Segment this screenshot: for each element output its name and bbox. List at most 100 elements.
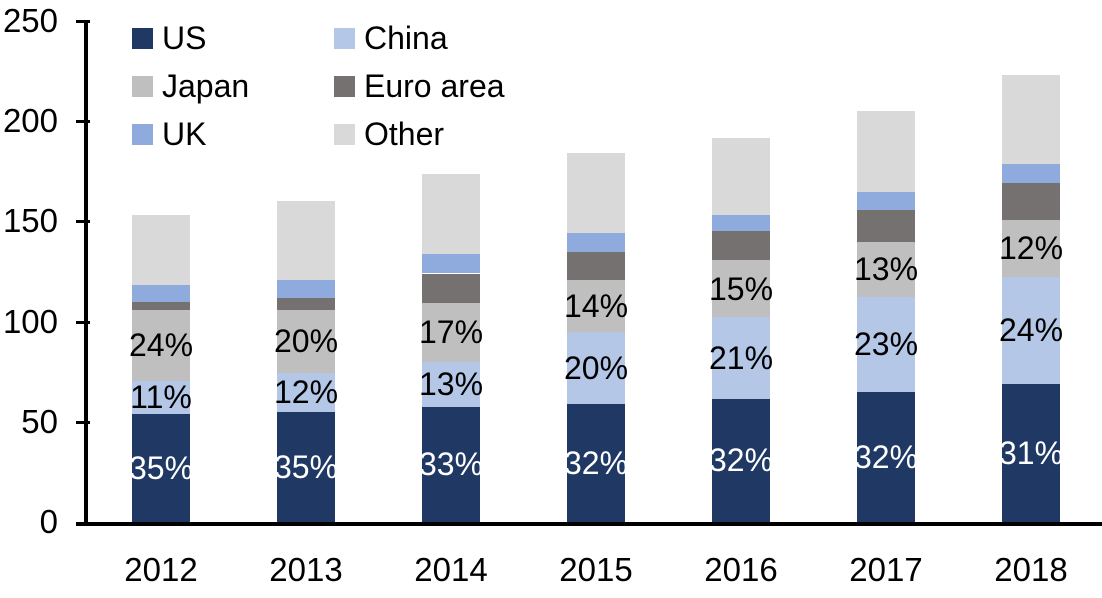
bar-segment-label-japan: 13% [853,251,919,288]
bar-segment-china [857,296,915,392]
bar-segment-uk [712,215,770,232]
x-axis-line [76,522,1102,526]
bar-segment-uk [567,233,625,253]
legend-item-us: US [132,22,334,55]
bar-segment-other [712,138,770,216]
bar-segment-uk [132,284,190,302]
bar-segment-us [712,398,770,522]
x-tick-label-2014: 2014 [414,551,488,588]
legend-label-uk: UK [162,116,207,152]
bar-segment-label-china: 23% [853,326,919,363]
bar-segment-euro-area [857,210,915,243]
bar-segment-china [567,331,625,404]
legend-label-other: Other [364,116,445,152]
bar-segment-japan [712,260,770,317]
bar-segment-label-china: 11% [130,379,192,416]
bar-segment-label-china: 21% [708,339,774,376]
legend-swatch-other-icon [334,124,355,145]
bar-segment-euro-area [712,231,770,261]
bar-segment-japan [1002,220,1060,277]
legend-item-uk: UK [132,118,334,151]
bar-segment-other [277,201,335,280]
bar-segment-euro-area [277,297,335,310]
bar-segment-label-japan: 12% [998,230,1064,267]
bar-segment-us [857,391,915,522]
bar-segment-us [567,403,625,522]
bar-segment-label-us: 31% [998,434,1064,471]
legend-item-other: Other [334,118,505,151]
bar-segment-us [277,411,335,522]
y-tick-label: 200 [2,102,58,140]
bar-segment-label-china: 12% [273,374,339,411]
legend-swatch-uk-icon [132,124,153,145]
bar-segment-japan [277,309,335,373]
y-axis-line [84,21,88,525]
bar-segment-label-china: 13% [418,366,484,403]
bar-segment-label-us: 32% [708,442,774,479]
y-tick-label: 250 [2,2,58,39]
y-tick-mark [76,320,90,324]
y-tick-mark [76,220,90,224]
bar-segment-us [422,406,480,522]
bar-segment-japan [857,242,915,297]
bar-segment-japan [567,279,625,332]
y-tick-label: 150 [2,202,58,240]
legend-swatch-euro-area-icon [334,76,355,97]
y-tick-mark [76,120,90,124]
bar-segment-label-japan: 14% [563,287,629,324]
legend-item-euro-area: Euro area [334,70,505,103]
legend-swatch-china-icon [334,28,355,49]
x-tick-label-2018: 2018 [994,551,1068,588]
bar-segment-other [422,174,480,255]
bar-segment-label-us: 32% [853,438,919,475]
bar-segment-other [567,153,625,234]
bar-segment-label-japan: 20% [273,323,339,360]
legend-label-china: China [364,20,448,56]
bar-segment-china [712,316,770,399]
x-tick-label-2013: 2013 [269,551,343,588]
bar-segment-uk [1002,164,1060,184]
bar-segment-euro-area [422,273,480,303]
bar-segment-other [857,111,915,193]
bar-segment-japan [422,302,480,362]
legend-swatch-us-icon [132,28,153,49]
bar-segment-other [132,215,190,285]
x-tick-label-2015: 2015 [559,551,633,588]
y-tick-label: 50 [21,402,58,440]
bar-segment-euro-area [1002,183,1060,221]
bar-segment-japan [132,309,190,381]
bar-segment-euro-area [567,252,625,280]
legend-swatch-japan-icon [132,76,153,97]
x-tick-label-2016: 2016 [704,551,778,588]
bar-segment-uk [857,192,915,211]
bar-segment-us [1002,383,1060,522]
bar-segment-china [277,372,335,412]
legend-item-japan: Japan [132,70,334,103]
y-tick-mark [76,20,90,23]
y-tick-mark [76,420,90,424]
bar-segment-label-us: 32% [563,444,629,481]
bar-segment-uk [422,254,480,274]
bar-segment-label-japan: 17% [418,314,484,351]
bar-segment-label-china: 24% [998,312,1064,349]
bar-segment-china [422,361,480,407]
bar-segment-label-us: 35% [273,448,339,485]
legend-label-us: US [162,20,207,56]
legend-label-japan: Japan [162,68,250,104]
bar-segment-china [132,380,190,414]
legend-label-euro-area: Euro area [364,68,505,104]
x-tick-label-2017: 2017 [849,551,923,588]
bar-segment-label-us: 33% [418,446,484,483]
y-tick-label: 100 [2,302,58,340]
bar-segment-china [1002,276,1060,384]
bar-segment-us [132,413,190,522]
bar-segment-label-us: 35% [128,449,194,486]
legend-item-china: China [334,22,505,55]
y-tick-mark [76,522,90,525]
bar-segment-label-japan: 24% [128,327,194,364]
bar-segment-uk [277,279,335,298]
bar-segment-label-china: 20% [563,349,629,386]
x-tick-label-2012: 2012 [124,551,198,588]
chart-legend: US China Japan Euro area UK Other [132,22,505,151]
